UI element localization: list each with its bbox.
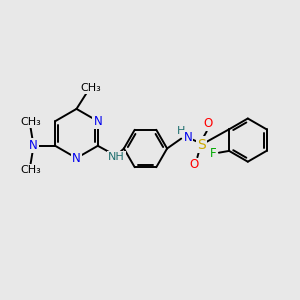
Text: O: O bbox=[204, 117, 213, 130]
Text: N: N bbox=[93, 115, 102, 128]
Text: NH: NH bbox=[108, 152, 125, 162]
Text: N: N bbox=[184, 131, 193, 144]
Text: N: N bbox=[29, 139, 38, 152]
Text: F: F bbox=[210, 147, 217, 161]
Text: O: O bbox=[190, 158, 199, 172]
Text: N: N bbox=[72, 152, 81, 165]
Text: S: S bbox=[197, 138, 206, 152]
Text: CH₃: CH₃ bbox=[80, 83, 101, 93]
Text: CH₃: CH₃ bbox=[20, 165, 41, 175]
Text: CH₃: CH₃ bbox=[20, 117, 41, 127]
Text: H: H bbox=[177, 126, 185, 136]
